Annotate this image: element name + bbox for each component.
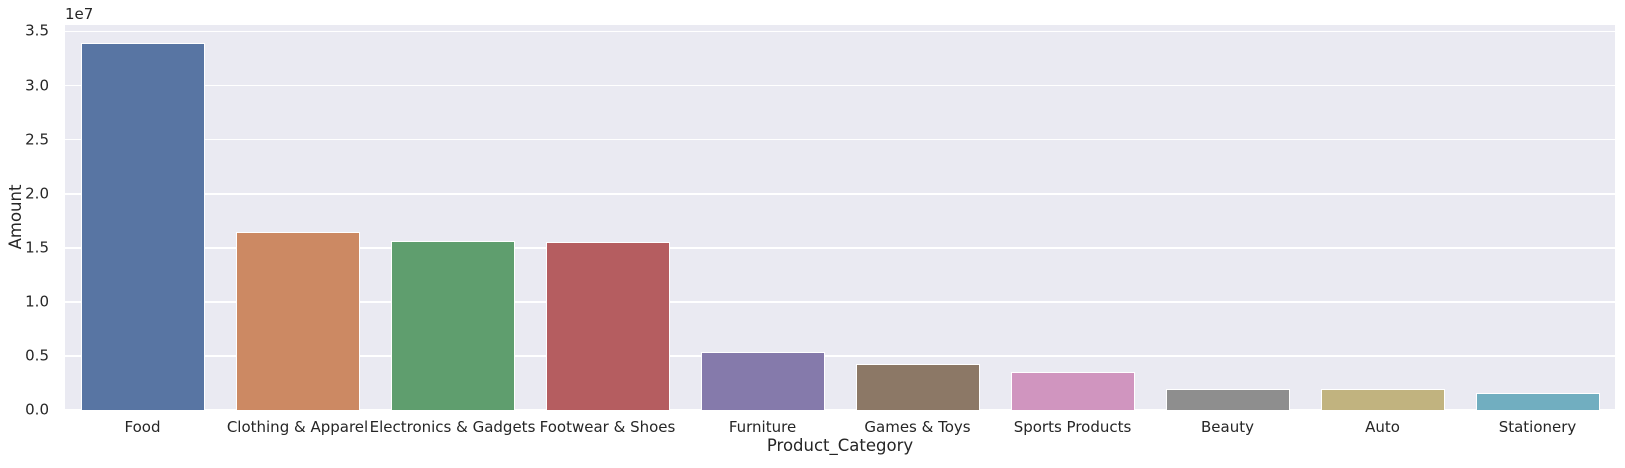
y-tick-label: 1.5 bbox=[25, 238, 49, 257]
y-axis-offset-label: 1e7 bbox=[65, 5, 94, 23]
bar-footwear-shoes bbox=[545, 242, 670, 410]
x-tick-label-food: Food bbox=[124, 418, 161, 436]
bar-sports-products bbox=[1010, 371, 1135, 410]
y-tick-label: 3.5 bbox=[25, 21, 49, 40]
x-tick-label-electronics-gadgets: Electronics & Gadgets bbox=[369, 418, 536, 436]
x-tick-label-stationery: Stationery bbox=[1498, 418, 1577, 436]
x-axis-title: Product_Category bbox=[766, 436, 914, 455]
y-tick-label: 1.0 bbox=[25, 292, 49, 311]
bar-auto bbox=[1320, 389, 1445, 410]
gridline bbox=[65, 409, 1615, 411]
gridline bbox=[65, 301, 1615, 303]
y-tick-label: 0.5 bbox=[25, 346, 49, 365]
x-axis-tick-labels: Food Clothing & Apparel Electronics & Gadg… bbox=[65, 420, 1615, 438]
x-tick-label-auto: Auto bbox=[1365, 418, 1400, 436]
x-tick-label-sports-products: Sports Products bbox=[1013, 418, 1132, 436]
gridline bbox=[65, 30, 1615, 33]
bar-games-toys bbox=[855, 363, 980, 410]
y-tick-label: 0.0 bbox=[25, 400, 49, 419]
gridline bbox=[65, 84, 1615, 87]
bar-furniture bbox=[700, 351, 825, 410]
y-axis-tick-labels: 0.0 0.5 1.0 1.5 2.0 2.5 3.0 3.5 bbox=[0, 21, 49, 417]
x-tick-label-beauty: Beauty bbox=[1201, 418, 1254, 436]
bar-clothing-apparel bbox=[235, 231, 360, 410]
x-tick-label-footwear-shoes: Footwear & Shoes bbox=[539, 418, 676, 436]
y-tick-label: 2.0 bbox=[25, 184, 49, 203]
bar-electronics-gadgets bbox=[390, 241, 515, 410]
gridline bbox=[65, 355, 1615, 357]
x-tick-label-clothing-apparel: Clothing & Apparel bbox=[226, 418, 369, 436]
gridline bbox=[65, 138, 1615, 141]
x-tick-label-furniture: Furniture bbox=[728, 418, 797, 436]
bar-stationery bbox=[1475, 393, 1600, 410]
bar-beauty bbox=[1165, 388, 1290, 410]
y-tick-label: 3.0 bbox=[25, 76, 49, 95]
gridline bbox=[65, 247, 1615, 249]
plot-area bbox=[65, 25, 1615, 411]
bar-food bbox=[80, 43, 205, 410]
y-tick-label: 2.5 bbox=[25, 130, 49, 149]
x-tick-label-games-toys: Games & Toys bbox=[864, 418, 971, 436]
gridline bbox=[65, 192, 1615, 195]
